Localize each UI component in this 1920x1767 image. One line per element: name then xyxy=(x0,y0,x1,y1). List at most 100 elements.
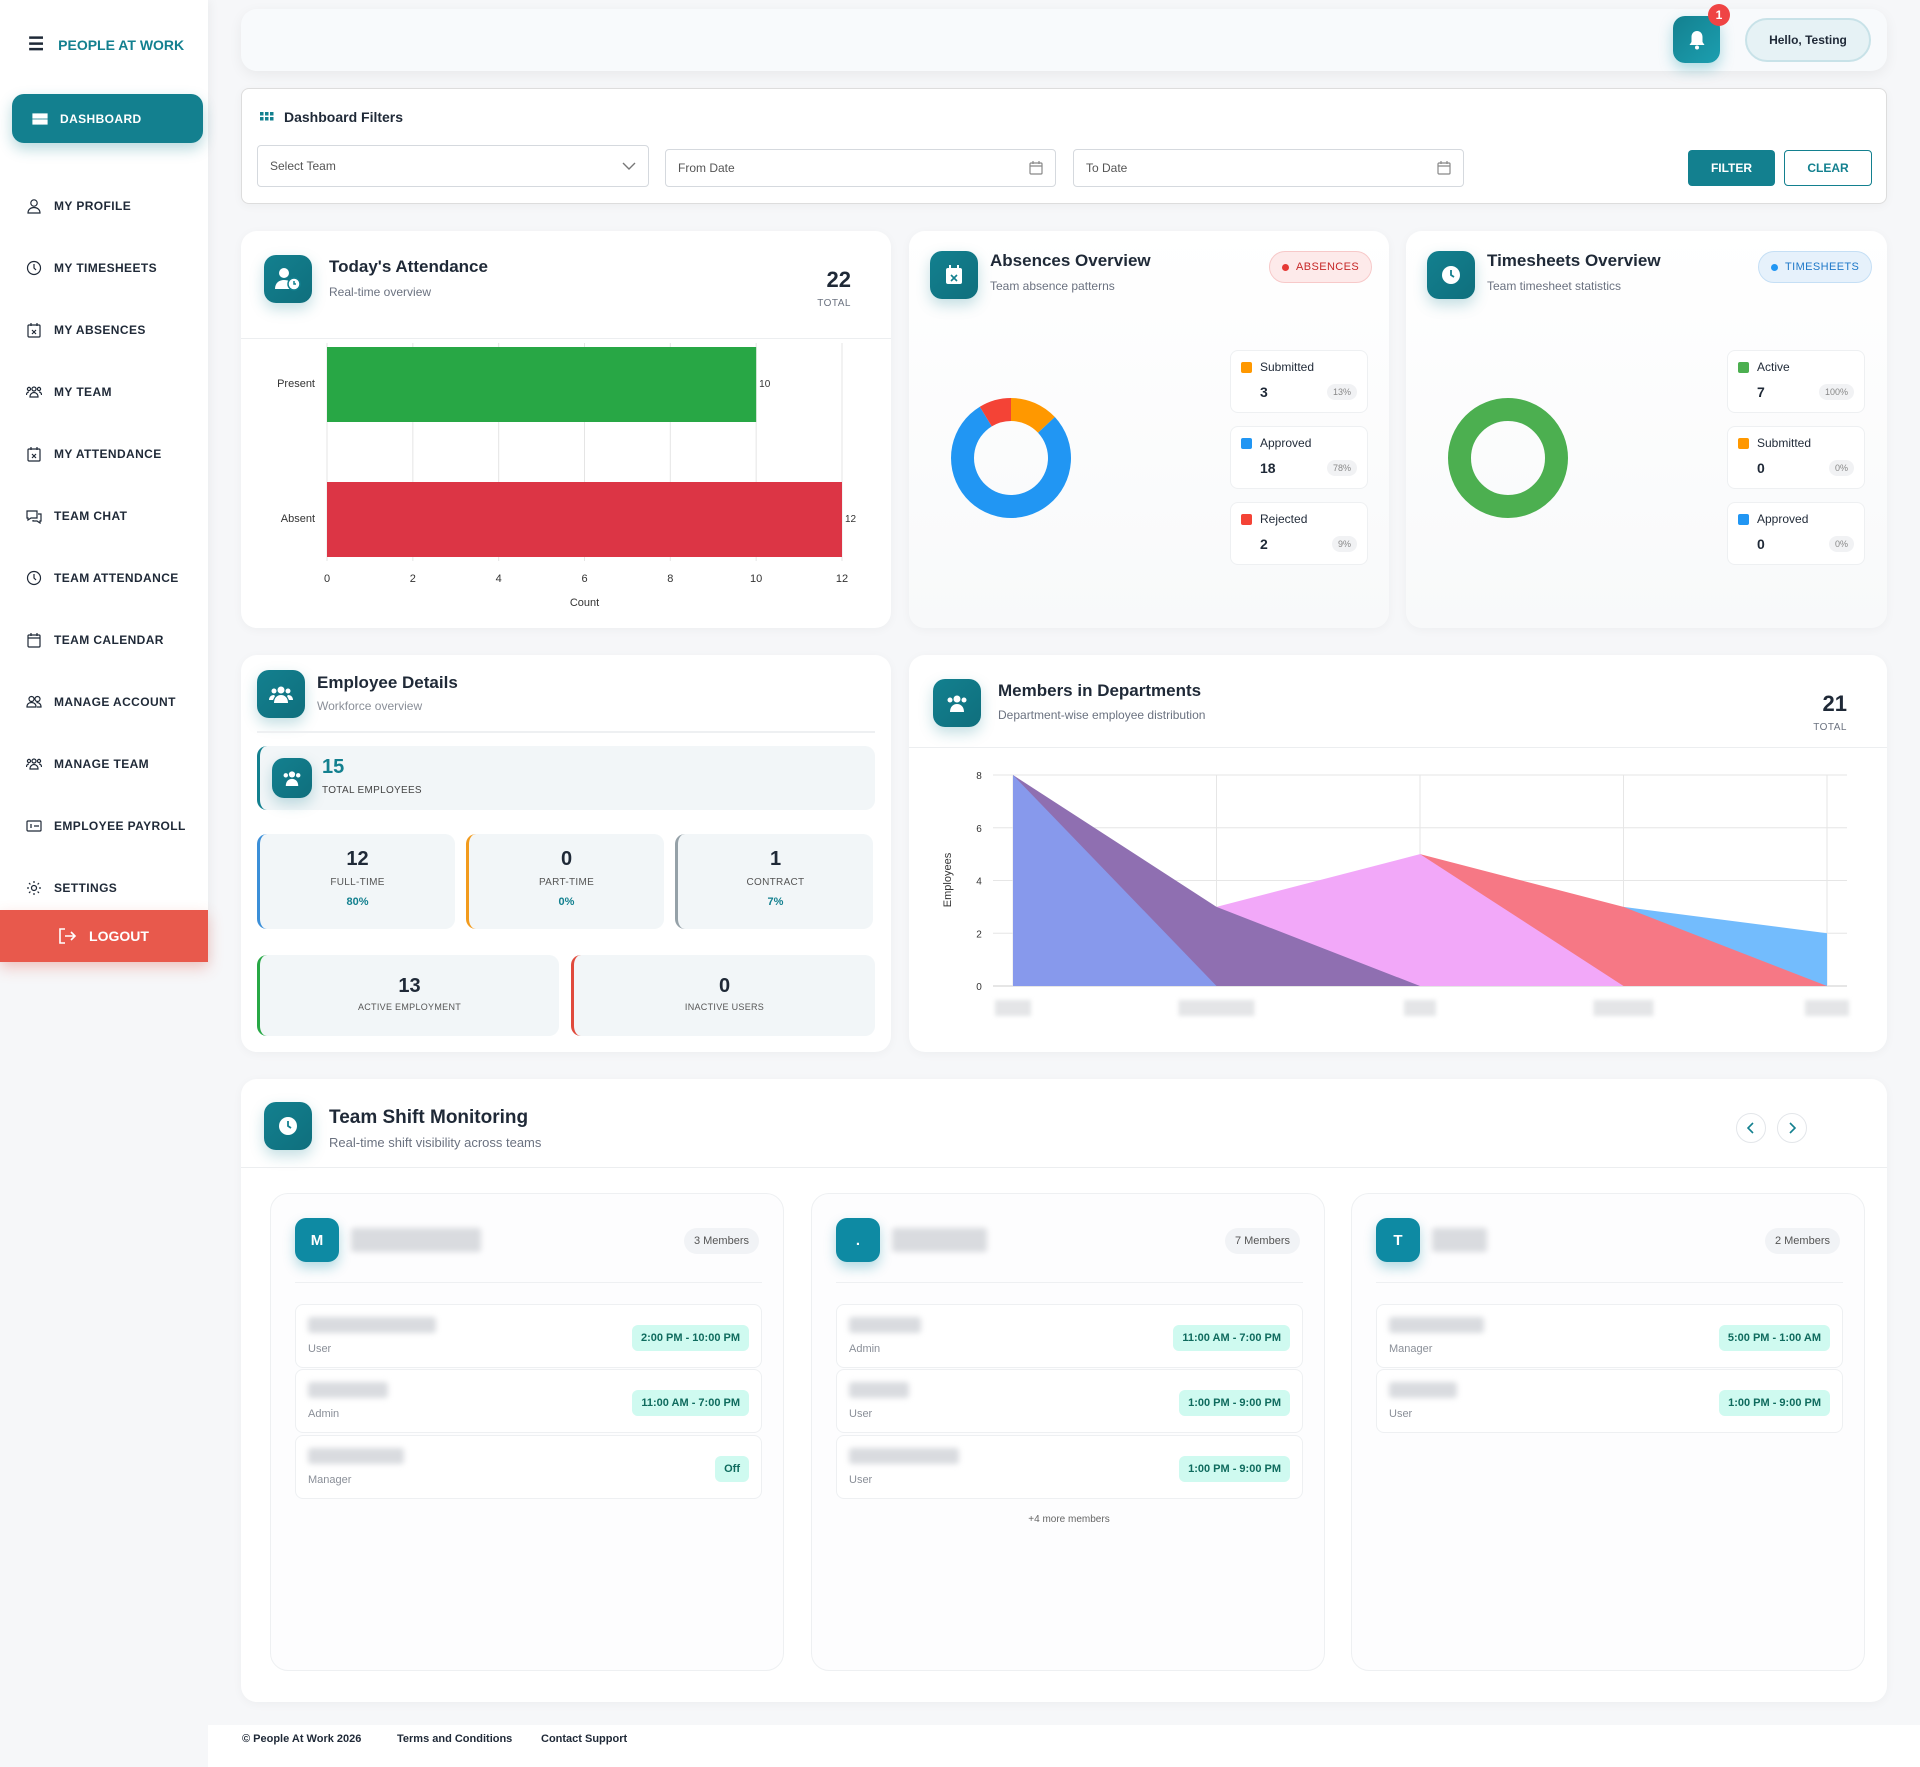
next-button[interactable] xyxy=(1777,1113,1807,1143)
notification-count-badge: 1 xyxy=(1708,4,1730,26)
chevron-right-icon xyxy=(1789,1122,1796,1134)
stat-percent: 0% xyxy=(1828,536,1854,552)
total-employees-value: 15 xyxy=(322,756,345,778)
sidebar-item-my-timesheets[interactable]: MY TIMESHEETS xyxy=(12,243,203,292)
more-members-link[interactable]: +4 more members xyxy=(1028,1514,1110,1525)
sidebar-item-label: MANAGE ACCOUNT xyxy=(54,694,176,709)
attendance-total: 22 TOTAL xyxy=(817,267,851,311)
users-icon xyxy=(933,679,981,727)
divider xyxy=(836,1282,1303,1283)
shift-monitoring-card: Team Shift Monitoring Real-time shift vi… xyxy=(241,1079,1887,1702)
terms-link[interactable]: Terms and Conditions xyxy=(397,1733,513,1745)
attendance-card: Today's Attendance Real-time overview 22… xyxy=(241,231,891,628)
support-link[interactable]: Contact Support xyxy=(541,1733,628,1745)
bar-value-label: 10 xyxy=(759,379,771,390)
donut-slice-active xyxy=(1448,398,1568,518)
y-axis-label: Employees xyxy=(942,852,954,907)
member-role: Admin xyxy=(308,1408,340,1420)
user-icon xyxy=(27,198,41,214)
filter-button[interactable]: FILTER xyxy=(1688,150,1775,186)
sidebar-item-employee-payroll[interactable]: EMPLOYEE PAYROLL xyxy=(12,801,203,850)
absences-card: Absences Overview Team absence patterns … xyxy=(909,231,1389,628)
donut-slice-submitted xyxy=(1011,398,1055,433)
calendar-icon xyxy=(1437,161,1451,175)
dashboard-filters: Dashboard Filters Select Team From Date … xyxy=(241,88,1887,204)
sidebar-item-label: MY ATTENDANCE xyxy=(54,446,162,461)
shift-time-badge: 1:00 PM - 9:00 PM xyxy=(1179,1390,1290,1416)
x-tick-label-redacted xyxy=(995,1000,1031,1016)
x-tick-label: 12 xyxy=(836,573,848,585)
team-avatar: M xyxy=(295,1218,339,1262)
stat-active: Active 7 100% xyxy=(1727,350,1865,413)
notifications-button[interactable]: 1 xyxy=(1673,4,1730,63)
employee-type-percent: 7% xyxy=(767,896,784,908)
sidebar-item-label: MY TIMESHEETS xyxy=(54,260,157,275)
user-greeting-button[interactable]: Hello, Testing xyxy=(1745,18,1871,62)
divider xyxy=(295,1282,762,1283)
member-role: User xyxy=(308,1343,332,1355)
member-name-redacted xyxy=(849,1448,959,1464)
team-icon xyxy=(26,385,42,398)
sidebar-item-label: MANAGE TEAM xyxy=(54,756,150,771)
departments-title: Members in Departments xyxy=(998,681,1202,700)
member-row: User 2:00 PM - 10:00 PM xyxy=(295,1304,762,1368)
to-date-input[interactable]: To Date xyxy=(1073,149,1464,187)
stat-percent: 0% xyxy=(1828,460,1854,476)
attendance-icon xyxy=(264,255,312,303)
employee-status-inactive-users: 0 INACTIVE USERS xyxy=(571,955,875,1036)
stat-percent: 9% xyxy=(1331,536,1357,552)
sidebar-item-manage-account[interactable]: MANAGE ACCOUNT xyxy=(12,677,203,726)
logout-button[interactable]: LOGOUT xyxy=(0,910,208,962)
sidebar-item-dashboard[interactable]: DASHBOARD xyxy=(12,94,203,143)
timesheets-badge: TIMESHEETS xyxy=(1758,251,1873,283)
x-tick-label-redacted xyxy=(1593,1000,1654,1016)
bar-absent xyxy=(327,482,842,557)
x-tick-label: 2 xyxy=(410,573,416,585)
from-date-input[interactable]: From Date xyxy=(665,149,1056,187)
filters-title: Dashboard Filters xyxy=(284,109,404,125)
stat-submitted: Submitted 0 0% xyxy=(1727,426,1865,489)
sidebar-item-label: DASHBOARD xyxy=(60,111,142,126)
x-tick-label-redacted xyxy=(1404,1000,1436,1016)
team-select[interactable]: Select Team xyxy=(257,145,649,187)
legend-swatch xyxy=(1241,437,1252,449)
from-date-placeholder: From Date xyxy=(678,161,735,175)
sidebar-item-my-attendance[interactable]: MY ATTENDANCE xyxy=(12,429,203,478)
departments-total-label: TOTAL xyxy=(1813,722,1847,733)
member-name-redacted xyxy=(849,1382,909,1398)
total-employees-box: 15 TOTAL EMPLOYEES xyxy=(257,746,875,810)
sidebar-item-team-calendar[interactable]: TEAM CALENDAR xyxy=(12,615,203,664)
divider xyxy=(1376,1282,1843,1283)
departments-subtitle: Department-wise employee distribution xyxy=(998,708,1206,722)
employee-status-value: 13 xyxy=(398,975,421,997)
employee-type-label: PART-TIME xyxy=(538,877,595,888)
sidebar-item-label: SETTINGS xyxy=(54,880,118,895)
sidebar-item-team-chat[interactable]: TEAM CHAT xyxy=(12,491,203,540)
departments-card: Members in Departments Department-wise e… xyxy=(909,655,1887,1052)
users-icon xyxy=(257,670,305,718)
x-tick-label: 0 xyxy=(324,573,330,585)
sidebar-item-my-profile[interactable]: MY PROFILE xyxy=(12,181,203,230)
sidebar-item-my-absences[interactable]: MY ABSENCES xyxy=(12,305,203,354)
member-name-redacted xyxy=(1389,1382,1457,1398)
stat-value: 2 xyxy=(1260,536,1268,552)
stat-label: Approved xyxy=(1260,436,1312,450)
logout-label: LOGOUT xyxy=(89,928,149,944)
footer: © People At Work 2026 Terms and Conditio… xyxy=(208,1725,1920,1767)
sidebar-item-settings[interactable]: SETTINGS xyxy=(12,863,203,912)
employee-type-percent: 80% xyxy=(346,896,369,908)
hamburger-menu-icon[interactable]: ☰ xyxy=(28,34,45,54)
sidebar-item-my-team[interactable]: MY TEAM xyxy=(12,367,203,416)
calendar-x-icon xyxy=(27,322,41,338)
clear-button[interactable]: CLEAR xyxy=(1784,150,1872,186)
y-tick-label: 6 xyxy=(976,824,982,835)
member-name-redacted xyxy=(308,1382,388,1398)
sidebar-item-team-attendance[interactable]: TEAM ATTENDANCE xyxy=(12,553,203,602)
sidebar-item-manage-team[interactable]: MANAGE TEAM xyxy=(12,739,203,788)
x-axis-label: Count xyxy=(570,597,599,609)
sidebar-item-label: MY ABSENCES xyxy=(54,322,146,337)
previous-button[interactable] xyxy=(1736,1113,1766,1143)
employee-type-value: 1 xyxy=(769,848,782,870)
team-member-count: 7 Members xyxy=(1224,1228,1300,1254)
users-icon xyxy=(26,695,42,708)
